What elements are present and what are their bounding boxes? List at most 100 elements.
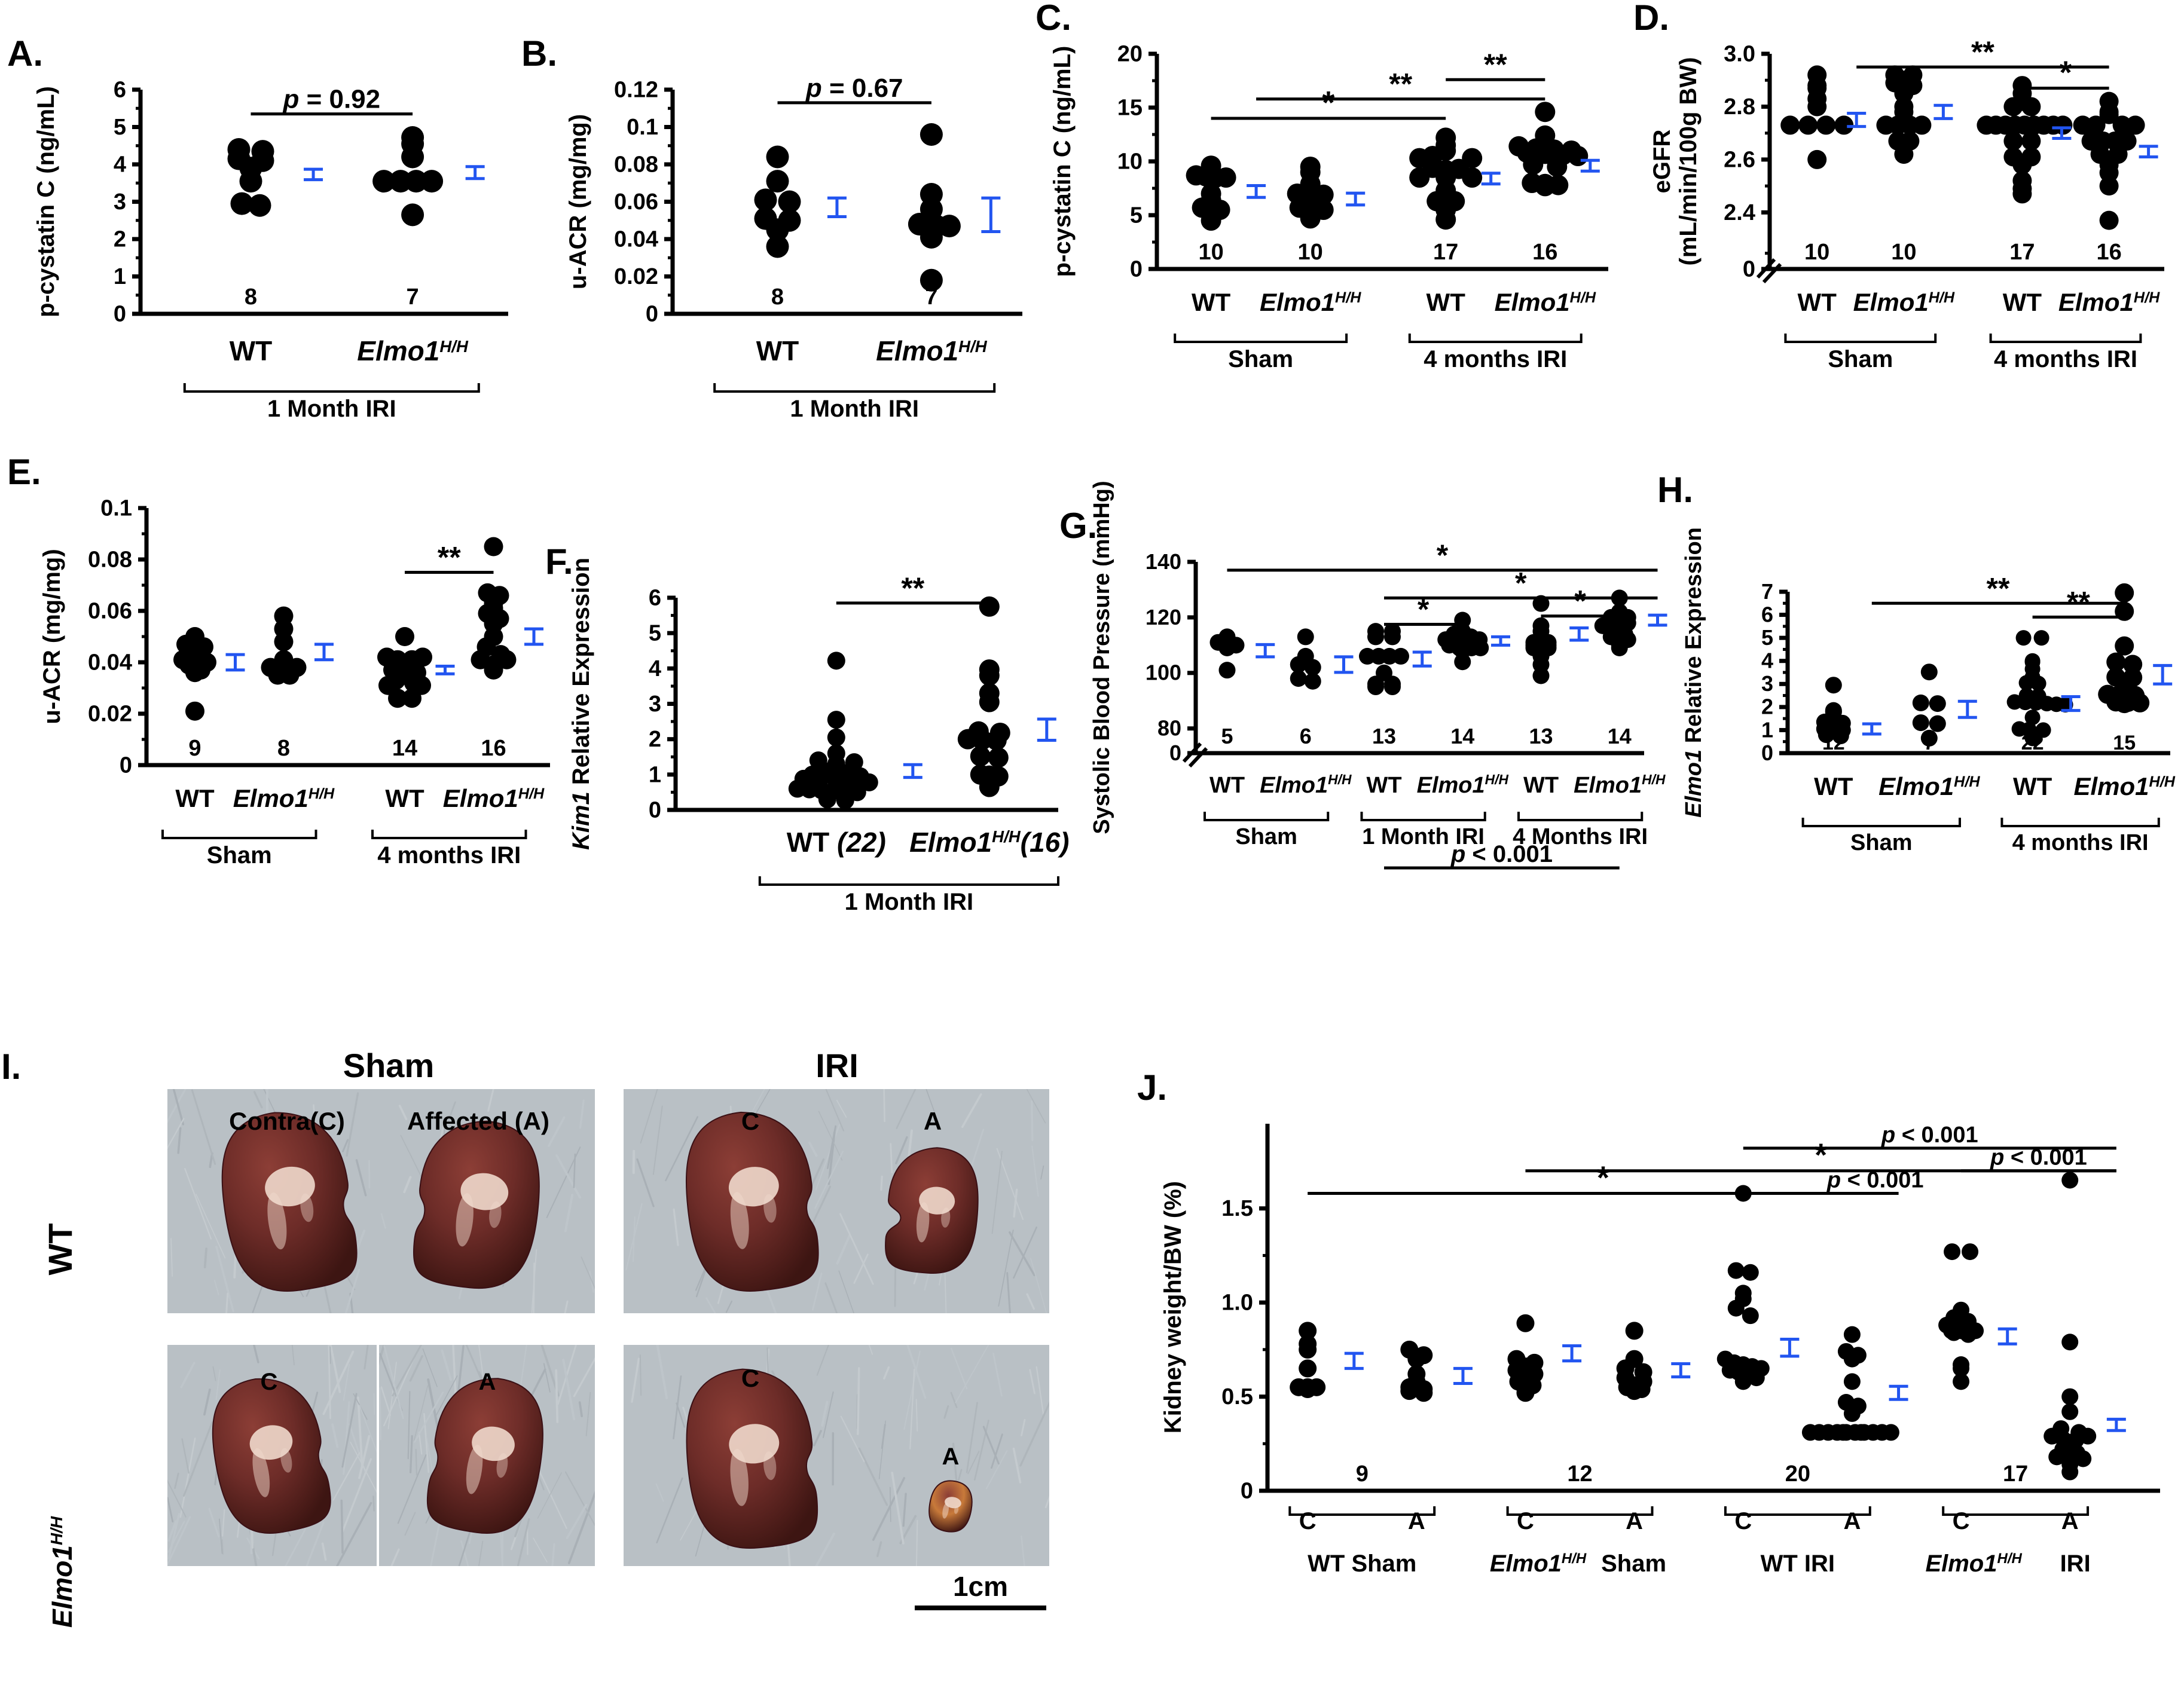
svg-text:Kidney weight/BW (%): Kidney weight/BW (%) xyxy=(1160,1181,1186,1433)
svg-text:3: 3 xyxy=(114,189,126,215)
svg-text:0: 0 xyxy=(1241,1479,1253,1504)
svg-text:Elmo1H/H: Elmo1H/H xyxy=(2073,772,2175,800)
svg-text:*: * xyxy=(1574,585,1586,618)
svg-text:80: 80 xyxy=(1157,716,1181,741)
svg-text:WT (22): WT (22) xyxy=(787,827,886,858)
svg-text:Sham: Sham xyxy=(207,842,272,869)
svg-text:0: 0 xyxy=(1130,257,1143,282)
svg-text:C: C xyxy=(1517,1508,1534,1534)
svg-text:WT: WT xyxy=(41,1223,79,1275)
svg-text:**: ** xyxy=(901,571,924,605)
svg-text:5: 5 xyxy=(1221,724,1233,748)
svg-text:14: 14 xyxy=(1450,724,1474,748)
svg-text:0.04: 0.04 xyxy=(88,650,132,675)
svg-text:WT: WT xyxy=(1814,772,1853,800)
svg-text:WT: WT xyxy=(1427,288,1466,316)
svg-text:0.08: 0.08 xyxy=(88,548,132,573)
svg-text:1 Month IRI: 1 Month IRI xyxy=(845,889,974,915)
svg-text:0.02: 0.02 xyxy=(88,702,132,727)
svg-text:I.: I. xyxy=(1,1047,21,1087)
svg-text:eGFR: eGFR xyxy=(1649,130,1675,194)
svg-text:2.4: 2.4 xyxy=(1724,200,1755,225)
svg-text:Elmo1H/H: Elmo1H/H xyxy=(876,335,988,366)
svg-text:A: A xyxy=(1408,1508,1425,1534)
svg-text:A.: A. xyxy=(7,33,43,74)
svg-text:IRI: IRI xyxy=(815,1047,859,1084)
svg-text:*: * xyxy=(1322,85,1334,121)
svg-text:6: 6 xyxy=(114,78,126,103)
svg-text:Kim1 Relative Expression: Kim1 Relative Expression xyxy=(568,558,594,850)
svg-text:WT: WT xyxy=(385,784,424,812)
svg-text:Contra(C): Contra(C) xyxy=(229,1107,345,1135)
svg-text:J.: J. xyxy=(1137,1068,1167,1108)
svg-text:WT: WT xyxy=(175,784,215,812)
svg-text:**: ** xyxy=(1971,35,1994,69)
svg-text:17: 17 xyxy=(2003,1461,2028,1487)
svg-text:15: 15 xyxy=(2113,732,2136,754)
svg-text:Sham: Sham xyxy=(343,1047,435,1084)
svg-text:10: 10 xyxy=(1198,240,1223,265)
svg-text:20: 20 xyxy=(1117,42,1143,67)
svg-text:1.0: 1.0 xyxy=(1221,1291,1253,1316)
svg-text:0.04: 0.04 xyxy=(614,227,658,252)
svg-text:9: 9 xyxy=(1356,1461,1369,1487)
svg-text:22: 22 xyxy=(2021,732,2044,754)
svg-text:15: 15 xyxy=(1117,96,1143,121)
svg-text:0.12: 0.12 xyxy=(614,78,658,103)
svg-text:u-ACR (mg/mg): u-ACR (mg/mg) xyxy=(39,549,65,724)
svg-text:Elmo1 Relative Expression: Elmo1 Relative Expression xyxy=(1681,527,1706,818)
svg-text:Elmo1H/H: Elmo1H/H xyxy=(443,784,545,812)
svg-text:**: ** xyxy=(438,541,461,574)
svg-text:E.: E. xyxy=(7,452,41,492)
svg-text:A: A xyxy=(1843,1508,1861,1534)
svg-text:5: 5 xyxy=(1130,203,1143,228)
svg-text:C: C xyxy=(741,1364,759,1392)
svg-text:WT IRI: WT IRI xyxy=(1761,1551,1835,1577)
svg-text:3: 3 xyxy=(649,692,661,717)
svg-text:*: * xyxy=(1437,539,1449,572)
svg-text:5: 5 xyxy=(649,621,661,646)
svg-text:**: ** xyxy=(2067,585,2090,619)
svg-text:1cm: 1cm xyxy=(953,1571,1008,1602)
svg-text:7: 7 xyxy=(1923,732,1935,754)
svg-text:H.: H. xyxy=(1657,470,1693,510)
svg-text:5: 5 xyxy=(1761,625,1773,650)
svg-text:9: 9 xyxy=(188,736,201,761)
svg-text:14: 14 xyxy=(392,736,417,761)
svg-text:10: 10 xyxy=(1117,149,1143,175)
svg-text:Systolic Blood Pressure (mmHg): Systolic Blood Pressure (mmHg) xyxy=(1089,481,1114,834)
svg-text:WT: WT xyxy=(1192,288,1231,316)
svg-text:10: 10 xyxy=(1804,240,1829,265)
svg-text:C: C xyxy=(1299,1508,1316,1534)
svg-text:1.5: 1.5 xyxy=(1221,1196,1253,1221)
svg-text:4 months IRI: 4 months IRI xyxy=(1424,346,1567,372)
svg-text:20: 20 xyxy=(1785,1461,1810,1487)
svg-text:6: 6 xyxy=(1300,724,1312,748)
svg-text:WT: WT xyxy=(1209,773,1245,798)
svg-text:(mL/min/100g BW): (mL/min/100g BW) xyxy=(1675,57,1702,266)
svg-text:WT: WT xyxy=(1798,288,1837,316)
svg-text:8: 8 xyxy=(277,736,290,761)
svg-text:14: 14 xyxy=(1608,724,1632,748)
svg-text:p = 0.67: p = 0.67 xyxy=(805,74,903,103)
svg-text:4: 4 xyxy=(1761,649,1773,673)
svg-text:Elmo1H/H: Elmo1H/H xyxy=(2058,288,2160,316)
svg-text:13: 13 xyxy=(1372,724,1396,748)
svg-text:7: 7 xyxy=(1761,579,1773,604)
svg-text:0.02: 0.02 xyxy=(614,264,658,289)
svg-text:WT: WT xyxy=(230,335,273,366)
svg-text:Elmo1H/H: Elmo1H/H xyxy=(1417,772,1509,798)
svg-text:16: 16 xyxy=(1532,240,1557,265)
svg-text:**: ** xyxy=(1987,571,2010,605)
svg-text:C: C xyxy=(1734,1508,1752,1534)
svg-text:Elmo1H/H: Elmo1H/H xyxy=(1925,1551,2022,1577)
svg-text:Elmo1H/H: Elmo1H/H xyxy=(47,1516,78,1628)
svg-text:Elmo1H/H: Elmo1H/H xyxy=(1495,288,1596,316)
svg-text:Elmo1H/H: Elmo1H/H xyxy=(1574,772,1666,798)
svg-text:**: ** xyxy=(1389,68,1412,101)
svg-text:4 months IRI: 4 months IRI xyxy=(377,842,521,869)
svg-text:0: 0 xyxy=(1761,741,1773,765)
svg-text:2.6: 2.6 xyxy=(1724,147,1755,172)
svg-text:C: C xyxy=(1953,1508,1970,1534)
svg-text:p < 0.001: p < 0.001 xyxy=(1450,841,1553,867)
